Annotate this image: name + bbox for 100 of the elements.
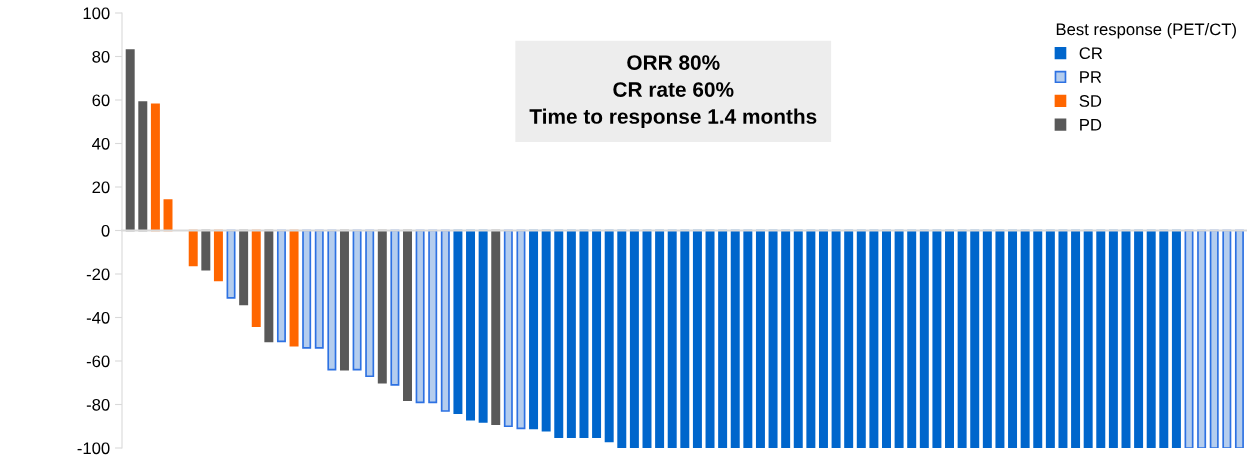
bar: [844, 229, 854, 448]
bar: [617, 229, 627, 448]
bar: [541, 229, 551, 432]
bar: [945, 229, 955, 448]
legend-title: Best response (PET/CT): [1056, 23, 1236, 39]
bar: [894, 229, 904, 448]
bar: [403, 229, 412, 401]
bar: [907, 229, 917, 448]
y-tick-label: -40: [86, 311, 110, 324]
bar: [276, 229, 286, 343]
bar: [919, 229, 929, 448]
y-tick-label: -80: [86, 398, 110, 411]
bar: [327, 229, 337, 371]
bar: [793, 229, 803, 448]
bar: [768, 229, 778, 448]
bar: [251, 229, 261, 328]
y-tick-label: 100: [83, 7, 110, 20]
bar: [856, 229, 866, 448]
bar: [629, 229, 639, 448]
bar: [377, 229, 387, 384]
bar: [264, 229, 274, 343]
bar: [125, 49, 135, 232]
bar: [1045, 229, 1055, 448]
bar: [201, 229, 211, 271]
bar: [579, 229, 589, 438]
bar: [692, 229, 702, 448]
bar: [743, 229, 753, 448]
bar: [680, 229, 690, 448]
bar: [390, 229, 400, 386]
bar: [352, 229, 362, 371]
bar: [718, 229, 728, 448]
y-tick-label: 0: [101, 224, 110, 237]
bar: [1209, 229, 1219, 448]
bar: [932, 229, 942, 448]
bar: [1058, 229, 1068, 448]
bar: [566, 229, 576, 438]
annotation: ORR 80% CR rate 60% Time to response 1.4 months: [529, 55, 817, 128]
bar: [705, 229, 715, 448]
bar: [1159, 229, 1169, 448]
bar: [806, 229, 816, 448]
bar: [554, 229, 564, 438]
bar: [882, 229, 891, 448]
bar: [982, 229, 992, 448]
y-tick-label: -60: [86, 355, 110, 368]
bar: [150, 103, 160, 232]
bar: [339, 229, 349, 371]
bar: [365, 229, 375, 378]
bar: [478, 229, 488, 423]
bar: [667, 229, 677, 448]
bar: [1071, 229, 1081, 448]
bar: [529, 229, 539, 430]
bar: [503, 229, 513, 428]
bar: [1008, 229, 1018, 448]
y-tick-label: -20: [86, 268, 110, 281]
y-tick-label: 80: [92, 50, 110, 63]
bar: [453, 229, 463, 415]
bar: [604, 229, 614, 443]
bar: [995, 229, 1005, 448]
legend-label: PR: [1080, 71, 1102, 83]
bar: [1134, 229, 1144, 448]
legend-label: PD: [1080, 119, 1102, 131]
bar: [818, 229, 828, 448]
bar: [1108, 229, 1118, 448]
bar: [1096, 229, 1106, 448]
legend-label: CR: [1079, 47, 1103, 60]
legend-label: SD: [1079, 95, 1102, 107]
bar: [188, 229, 198, 267]
bar: [213, 229, 223, 282]
bar: [302, 229, 312, 349]
bar: [138, 101, 148, 232]
bar: [1184, 229, 1194, 448]
bar: [466, 229, 476, 421]
bar: [755, 229, 765, 448]
bar: [1197, 229, 1207, 448]
bar: [1234, 229, 1244, 448]
bar: [655, 229, 665, 448]
bar: [239, 229, 249, 306]
y-tick-label: 60: [92, 94, 110, 107]
bar: [730, 229, 740, 448]
bar: [226, 229, 236, 299]
bar: [781, 229, 791, 448]
bar: [415, 229, 425, 404]
bar: [957, 229, 967, 448]
bar: [1083, 229, 1093, 448]
bar: [1020, 229, 1030, 448]
y-tick-label: -100: [77, 442, 110, 455]
y-tick-label: 20: [92, 181, 110, 194]
bar: [831, 229, 841, 448]
bar: [516, 229, 526, 430]
bar: [428, 229, 438, 404]
bar: [314, 229, 324, 349]
bar: [1171, 229, 1181, 448]
bar: [289, 229, 299, 347]
bar: [1222, 229, 1232, 448]
bar: [1033, 229, 1043, 448]
bar: [592, 229, 602, 438]
bar: [869, 229, 879, 448]
y-tick-label: 40: [92, 137, 110, 150]
bar: [491, 229, 501, 425]
bar: [1146, 229, 1156, 448]
